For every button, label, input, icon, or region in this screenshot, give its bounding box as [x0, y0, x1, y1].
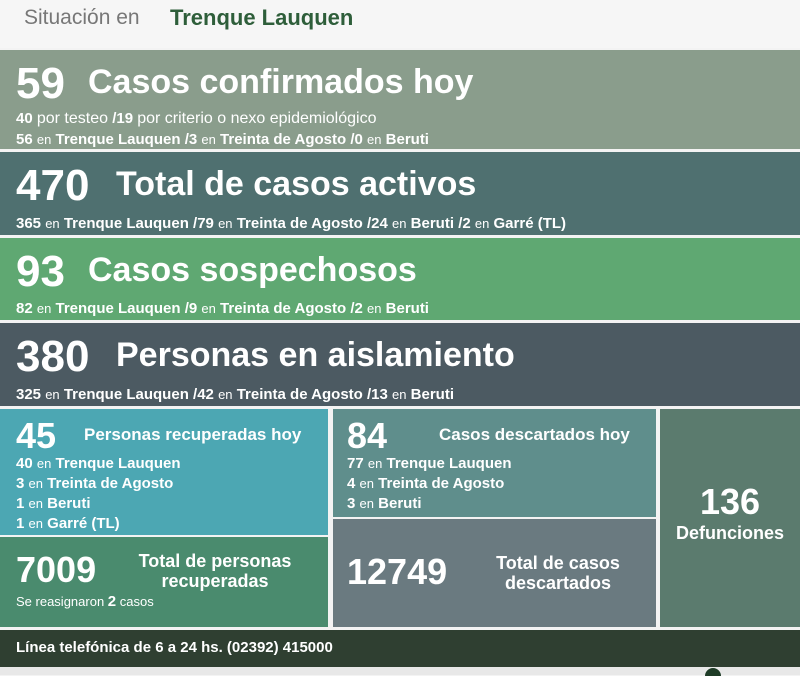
sospechosos-title: Casos sospechosos: [88, 251, 417, 289]
recuperados-number: 45: [16, 415, 57, 456]
aislamiento-title: Personas en aislamiento: [116, 336, 515, 374]
total-descartados-title-2: descartados: [504, 573, 612, 593]
confirmados-number: 59: [16, 59, 65, 108]
activos-number: 470: [16, 161, 90, 210]
recuperados-row: 40 en Trenque Lauquen: [16, 455, 181, 472]
footer-phone-bar: Línea telefónica de 6 a 24 hs. (02392) 4…: [0, 630, 800, 667]
recuperados-panel: 45 Personas recuperadas hoy 40 en Trenqu…: [0, 409, 328, 535]
total-recuperados-number: 7009: [16, 549, 97, 590]
activos-line1: 365 en Trenque Lauquen /79 en Treinta de…: [16, 215, 567, 232]
total-recuperados-panel: 7009 Total de personas recuperadas Se re…: [0, 537, 328, 627]
header: Situación en Trenque Lauquen: [0, 0, 800, 48]
activos-title: Total de casos activos: [116, 165, 477, 203]
situacion-label: Situación en: [24, 6, 140, 29]
defunciones-number: 136: [699, 481, 761, 522]
confirmados-title: Casos confirmados hoy: [88, 63, 474, 101]
aislamiento-number: 380: [16, 332, 90, 381]
recuperados-row: 1 en Garré (TL): [16, 515, 120, 532]
confirmados-line2: 56 en Trenque Lauquen /3 en Treinta de A…: [16, 131, 429, 148]
descartados-panel: 84 Casos descartados hoy 77 en Trenque L…: [333, 409, 656, 517]
sospechosos-number: 93: [16, 247, 65, 296]
confirmados-panel: 59 Casos confirmados hoy 40 por testeo /…: [0, 50, 800, 149]
descartados-row: 3 en Beruti: [347, 495, 422, 512]
total-descartados-number: 12749: [347, 551, 448, 592]
descartados-row: 77 en Trenque Lauquen: [347, 455, 512, 472]
scroll-indicator-icon: [705, 668, 721, 676]
defunciones-panel: 136 Defunciones: [660, 409, 800, 627]
sospechosos-line1: 82 en Trenque Lauquen /9 en Treinta de A…: [16, 300, 429, 317]
aislamiento-line1: 325 en Trenque Lauquen /42 en Treinta de…: [16, 386, 455, 403]
confirmados-line1: 40 por testeo /19 por criterio o nexo ep…: [16, 110, 377, 127]
descartados-number: 84: [347, 415, 388, 456]
descartados-title: Casos descartados hoy: [439, 425, 630, 444]
total-descartados-panel: 12749 Total de casos descartados: [333, 519, 656, 627]
activos-panel: 470 Total de casos activos 365 en Trenqu…: [0, 152, 800, 235]
recuperados-row: 1 en Beruti: [16, 495, 91, 512]
descartados-row: 4 en Treinta de Agosto: [347, 475, 505, 492]
total-recuperados-note: Se reasignaron 2 casos: [16, 593, 154, 610]
sospechosos-panel: 93 Casos sospechosos 82 en Trenque Lauqu…: [0, 238, 800, 320]
total-descartados-title-1: Total de casos: [496, 553, 620, 573]
total-recuperados-title-1: Total de personas: [138, 551, 292, 571]
defunciones-label: Defunciones: [675, 523, 785, 543]
aislamiento-panel: 380 Personas en aislamiento 325 en Trenq…: [0, 323, 800, 406]
recuperados-row: 3 en Treinta de Agosto: [16, 475, 174, 492]
bottom-strip: [0, 667, 800, 675]
phone-line-text: Línea telefónica de 6 a 24 hs. (02392) 4…: [16, 639, 333, 656]
location-title: Trenque Lauquen: [170, 5, 354, 30]
recuperados-title: Personas recuperadas hoy: [84, 425, 302, 444]
total-recuperados-title-2: recuperadas: [161, 571, 269, 591]
